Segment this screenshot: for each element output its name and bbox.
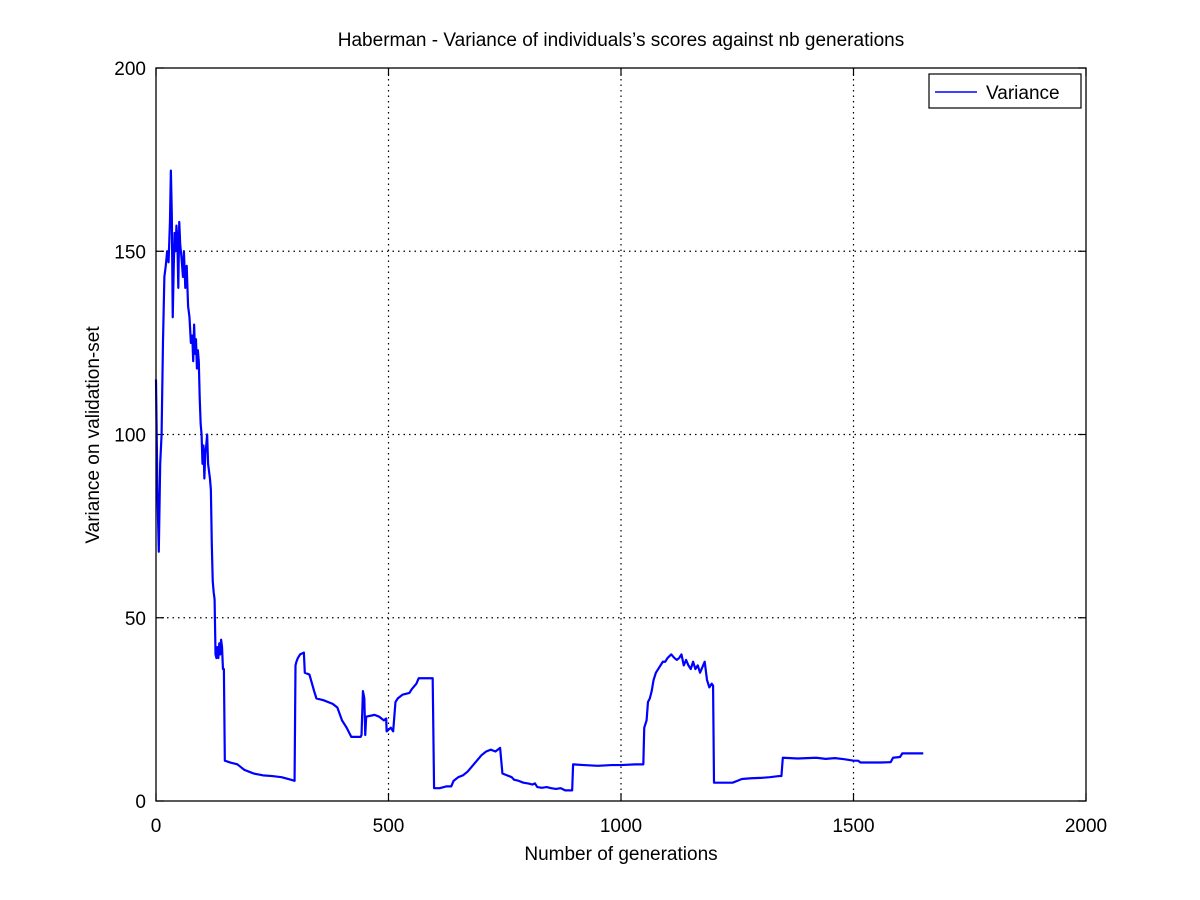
y-tick-label: 200 xyxy=(114,59,146,80)
chart-title: Haberman - Variance of individuals’s sco… xyxy=(338,30,904,51)
x-tick-label: 1500 xyxy=(832,816,874,837)
series-line-variance xyxy=(154,169,924,792)
legend-label-variance: Variance xyxy=(986,83,1060,104)
x-tick-label: 500 xyxy=(373,816,405,837)
plot-frame xyxy=(155,67,1087,802)
legend-box xyxy=(928,73,1082,109)
legend: Variance xyxy=(928,73,1082,109)
series-group xyxy=(154,169,924,792)
y-axis-label: Variance on validation-set xyxy=(83,326,104,544)
y-tick-label: 50 xyxy=(125,609,146,630)
y-tick-label: 100 xyxy=(114,426,146,447)
x-tick-label: 0 xyxy=(151,816,162,837)
y-tick-label: 0 xyxy=(135,792,146,813)
y-tick-labels: 0 50 100 150 200 xyxy=(114,59,146,813)
grid-lines xyxy=(156,68,1086,801)
x-tick-label: 2000 xyxy=(1065,816,1107,837)
x-tick-labels: 0 500 1000 1500 2000 xyxy=(151,816,1107,837)
y-tick-label: 150 xyxy=(114,242,146,263)
x-tick-label: 1000 xyxy=(600,816,642,837)
x-axis-label: Number of generations xyxy=(524,844,717,865)
